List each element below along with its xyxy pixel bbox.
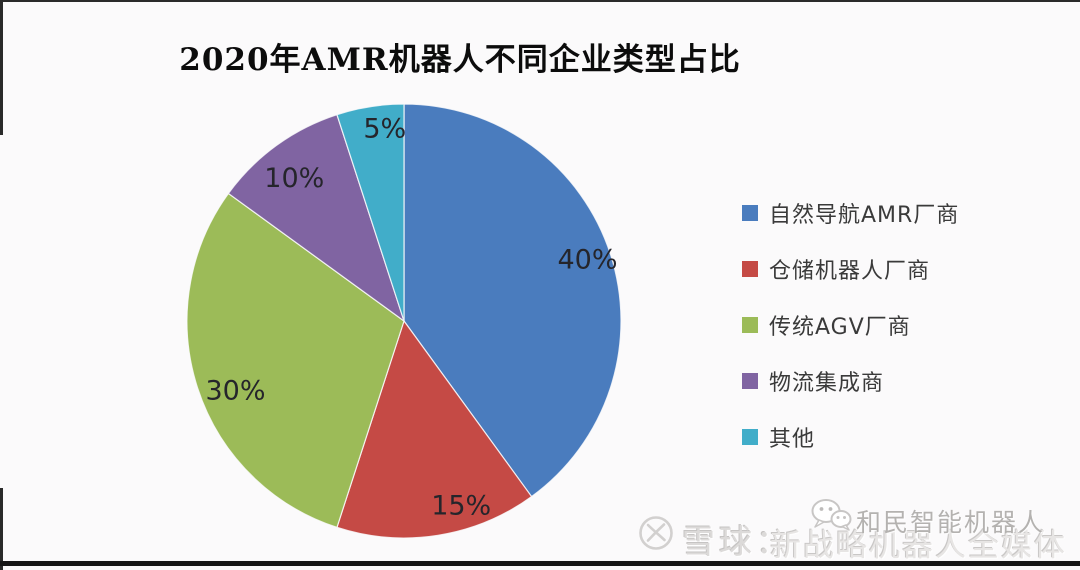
legend-item-3: 物流集成商 xyxy=(742,369,959,396)
legend-swatch-0 xyxy=(742,205,758,221)
frame-edge-top xyxy=(0,0,1080,2)
pie-slice-2 xyxy=(186,192,405,529)
frame-edge-left-upper xyxy=(0,0,3,135)
pie-slice-label-4: 5% xyxy=(363,114,406,145)
pie-slice-4 xyxy=(336,103,405,322)
legend-swatch-1 xyxy=(742,261,758,277)
pie-slice-label-1: 15% xyxy=(431,490,491,521)
legend-label-0: 自然导航AMR厂商 xyxy=(769,203,960,228)
legend-label-1: 仓储机器人厂商 xyxy=(769,259,931,284)
wechat-icon xyxy=(811,499,852,531)
legend-swatch-3 xyxy=(742,373,758,389)
frame-edge-bottom xyxy=(0,561,1080,566)
xueqiu-logo-icon xyxy=(639,516,673,550)
chart-title: 2020年AMR机器人不同企业类型占比 xyxy=(179,42,741,78)
pie-chart: 40% 15% 30% 10% 5% xyxy=(186,103,622,539)
legend-item-4: 其他 xyxy=(742,425,959,452)
legend-item-1: 仓储机器人厂商 xyxy=(742,257,959,284)
pie-slice-3 xyxy=(227,113,406,323)
legend-label-3: 物流集成商 xyxy=(769,371,885,396)
pie-slice-0 xyxy=(403,103,622,498)
media-watermark-text: 新战略机器人全媒体 xyxy=(770,528,1067,564)
legend-label-4: 其他 xyxy=(769,427,816,452)
legend-item-0: 自然导航AMR厂商 xyxy=(742,201,959,228)
legend-swatch-2 xyxy=(742,317,758,333)
legend-label-2: 传统AGV厂商 xyxy=(769,315,911,340)
legend-item-2: 传统AGV厂商 xyxy=(742,313,959,340)
pie-slice-label-3: 10% xyxy=(264,163,324,194)
pie-slice-label-2: 30% xyxy=(205,376,265,407)
legend-swatch-4 xyxy=(742,429,758,445)
xueqiu-watermark-label: 雪球： xyxy=(682,522,793,561)
pie-slice-1 xyxy=(336,319,533,539)
pie-slice-label-0: 40% xyxy=(557,244,617,275)
overlay-watermark-text: 和民智能机器人 xyxy=(856,508,1046,537)
frame-edge-left-lower xyxy=(0,488,3,570)
legend: 自然导航AMR厂商 仓储机器人厂商 传统AGV厂商 物流集成商其他 xyxy=(742,201,959,452)
